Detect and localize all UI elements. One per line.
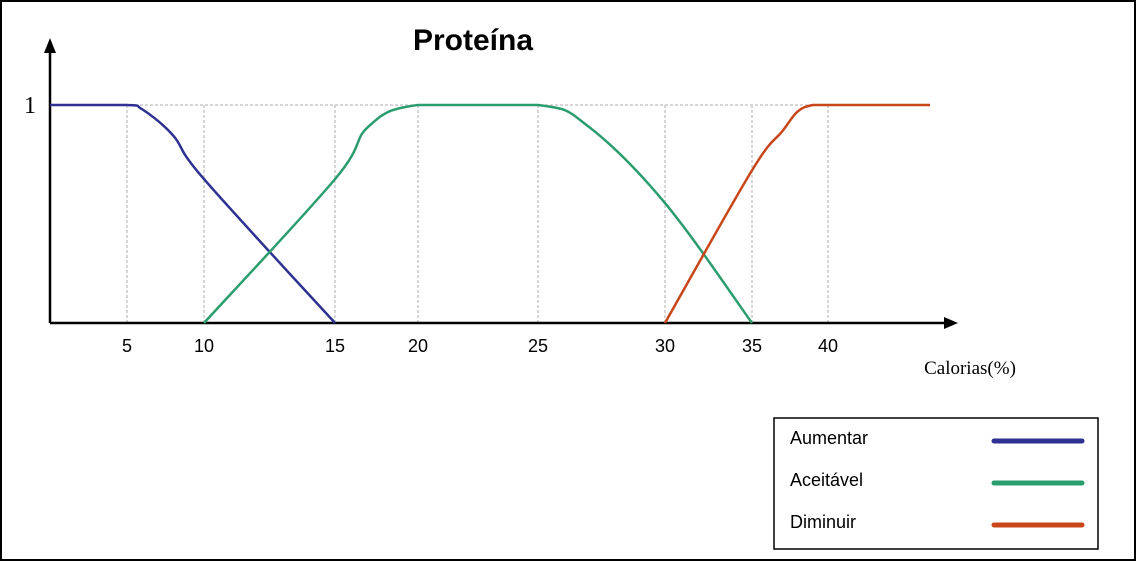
- grid: [50, 104, 930, 323]
- x-tick-label: 35: [742, 336, 762, 356]
- legend-label: Diminuir: [790, 512, 856, 532]
- chart-title: Proteína: [413, 24, 533, 57]
- legend: Aumentar Aceitável Diminuir: [773, 417, 1099, 550]
- series-line-aumentar: [49, 103, 336, 324]
- x-axis-label: Calorias(%): [924, 358, 1016, 379]
- y-tick-label: 1: [24, 93, 36, 119]
- legend-label: Aumentar: [790, 428, 868, 448]
- axes: 5 10 15 20 25 30 35 40 1: [24, 38, 958, 356]
- x-tick-label: 15: [325, 336, 345, 356]
- x-tick-label: 25: [528, 336, 548, 356]
- series-line-diminuir: [663, 103, 930, 324]
- series-layer: [49, 103, 930, 324]
- legend-label: Aceitável: [790, 470, 863, 490]
- x-tick-label: 5: [122, 336, 132, 356]
- series-line-aceitável: [203, 103, 754, 324]
- x-axis-arrow: [944, 317, 958, 329]
- x-tick-label: 10: [194, 336, 214, 356]
- x-tick-label: 20: [408, 336, 428, 356]
- y-axis-arrow: [44, 38, 56, 53]
- x-tick-label: 40: [818, 336, 838, 356]
- x-tick-label: 30: [655, 336, 675, 356]
